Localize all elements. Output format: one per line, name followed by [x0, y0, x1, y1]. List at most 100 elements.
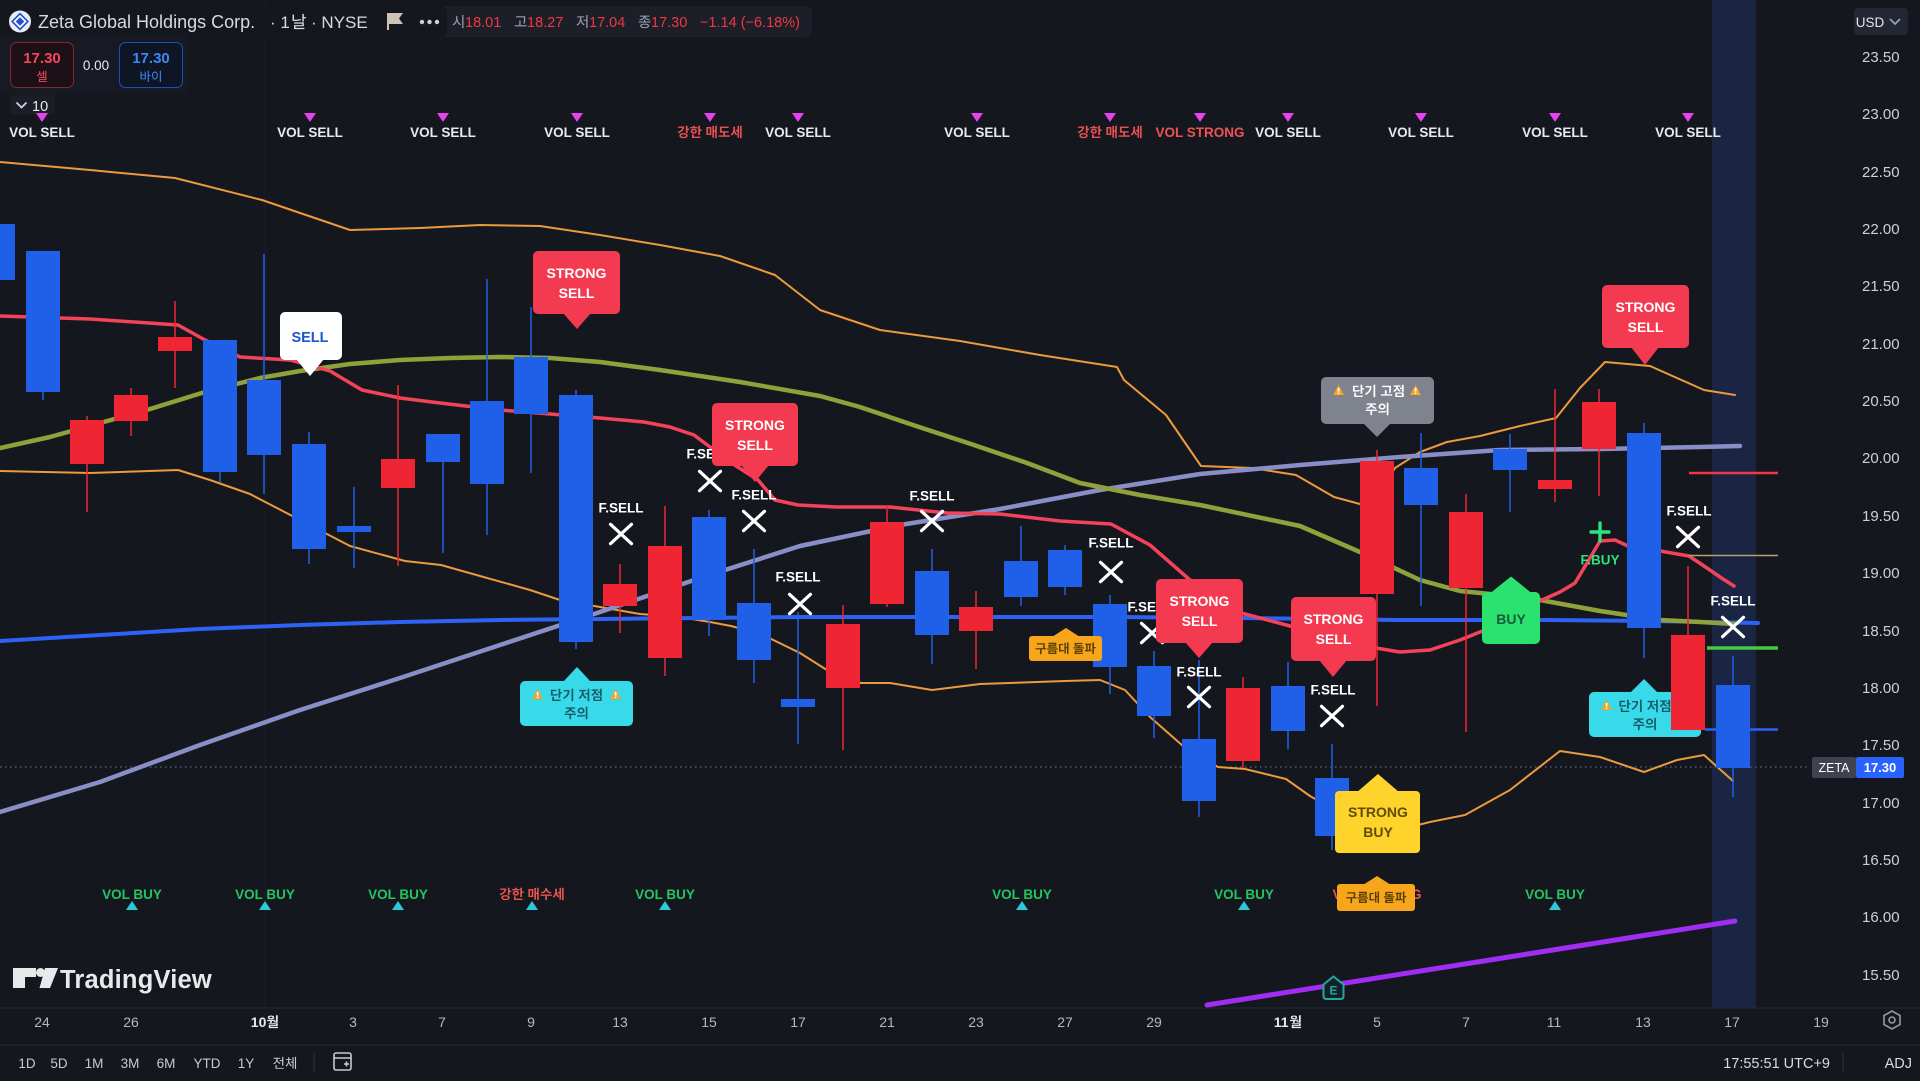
- svg-text:5: 5: [1373, 1014, 1381, 1030]
- svg-text:YTD: YTD: [194, 1056, 221, 1071]
- svg-text:17.30: 17.30: [23, 50, 61, 67]
- svg-text:STRONG: STRONG: [1616, 299, 1676, 315]
- svg-text:VOL BUY: VOL BUY: [1214, 887, 1274, 902]
- svg-text:19.50: 19.50: [1862, 508, 1900, 525]
- svg-text:F.SELL: F.SELL: [909, 489, 954, 504]
- svg-text:F.SELL: F.SELL: [1088, 536, 1133, 551]
- svg-text:VOL BUY: VOL BUY: [235, 887, 295, 902]
- svg-text:10: 10: [32, 99, 48, 115]
- svg-text:VOL SELL: VOL SELL: [944, 125, 1010, 140]
- svg-text:23.00: 23.00: [1862, 106, 1900, 123]
- svg-text:TradingView: TradingView: [60, 966, 212, 994]
- svg-text:F.SELL: F.SELL: [731, 488, 776, 503]
- svg-text:ZETA: ZETA: [1818, 761, 1850, 775]
- svg-text:24: 24: [34, 1014, 50, 1030]
- svg-text:18.00: 18.00: [1862, 680, 1900, 697]
- svg-text:VOL STRONG: VOL STRONG: [1155, 125, 1244, 140]
- svg-text:1Y: 1Y: [238, 1056, 255, 1071]
- svg-text:6M: 6M: [157, 1056, 176, 1071]
- svg-text:F.SELL: F.SELL: [598, 501, 643, 516]
- svg-text:F.SELL: F.SELL: [1310, 683, 1355, 698]
- svg-text:17.30: 17.30: [132, 50, 170, 67]
- svg-text:23.50: 23.50: [1862, 49, 1900, 66]
- svg-text:STRONG: STRONG: [1304, 611, 1364, 627]
- svg-text:1D: 1D: [18, 1056, 36, 1071]
- svg-text:BUY: BUY: [1363, 824, 1393, 840]
- svg-text:3: 3: [349, 1014, 357, 1030]
- svg-text:STRONG: STRONG: [1348, 804, 1408, 820]
- svg-text:VOL SELL: VOL SELL: [9, 125, 75, 140]
- svg-text:VOL SELL: VOL SELL: [544, 125, 610, 140]
- svg-text:· NYSE: · NYSE: [311, 13, 368, 32]
- svg-text:STRONG: STRONG: [1170, 593, 1230, 609]
- svg-text:ADJ: ADJ: [1885, 1056, 1912, 1072]
- svg-text:21.00: 21.00: [1862, 336, 1900, 353]
- svg-text:5D: 5D: [50, 1056, 68, 1071]
- svg-text:VOL BUY: VOL BUY: [992, 887, 1052, 902]
- svg-text:VOL BUY: VOL BUY: [635, 887, 695, 902]
- svg-text:VOL SELL: VOL SELL: [765, 125, 831, 140]
- svg-text:22.00: 22.00: [1862, 221, 1900, 238]
- svg-text:21: 21: [879, 1014, 895, 1030]
- svg-text:E: E: [1329, 984, 1337, 998]
- svg-text:VOL BUY: VOL BUY: [1525, 887, 1585, 902]
- svg-text:STRONG: STRONG: [725, 417, 785, 433]
- svg-text:17.30: 17.30: [1864, 760, 1897, 775]
- svg-text:22.50: 22.50: [1862, 164, 1900, 181]
- svg-text:SELL: SELL: [291, 330, 328, 346]
- svg-text:19.00: 19.00: [1862, 565, 1900, 582]
- svg-text:F.BUY: F.BUY: [1580, 553, 1619, 568]
- svg-text:7: 7: [1462, 1014, 1470, 1030]
- svg-text:20.50: 20.50: [1862, 393, 1900, 410]
- svg-text:18.50: 18.50: [1862, 623, 1900, 640]
- svg-text:10: 10: [251, 1014, 267, 1030]
- svg-text:· 1: · 1: [270, 13, 290, 32]
- svg-text:BUY: BUY: [1496, 611, 1526, 627]
- svg-text:17.04: 17.04: [589, 15, 625, 31]
- svg-text:17.50: 17.50: [1862, 737, 1900, 754]
- svg-text:17.00: 17.00: [1862, 795, 1900, 812]
- svg-text:0.00: 0.00: [83, 58, 109, 73]
- svg-text:VOL SELL: VOL SELL: [277, 125, 343, 140]
- svg-text:SELL: SELL: [1316, 631, 1352, 647]
- svg-text:16.00: 16.00: [1862, 909, 1900, 926]
- svg-text:21.50: 21.50: [1862, 278, 1900, 295]
- svg-text:20.00: 20.00: [1862, 450, 1900, 467]
- svg-text:VOL BUY: VOL BUY: [368, 887, 428, 902]
- svg-text:29: 29: [1146, 1014, 1162, 1030]
- svg-text:F.SELL: F.SELL: [775, 570, 820, 585]
- svg-text:SELL: SELL: [1182, 613, 1218, 629]
- svg-text:11: 11: [1274, 1014, 1289, 1030]
- svg-text:VOL SELL: VOL SELL: [1255, 125, 1321, 140]
- svg-text:−1.14 (−6.18%): −1.14 (−6.18%): [700, 15, 800, 31]
- svg-text:17:55:51 UTC+9: 17:55:51 UTC+9: [1723, 1056, 1830, 1072]
- svg-text:VOL SELL: VOL SELL: [1388, 125, 1454, 140]
- svg-text:15: 15: [701, 1014, 717, 1030]
- svg-text:VOL BUY: VOL BUY: [102, 887, 162, 902]
- svg-text:9: 9: [527, 1014, 535, 1030]
- svg-text:23: 23: [968, 1014, 984, 1030]
- svg-text:15.50: 15.50: [1862, 967, 1900, 984]
- svg-text:SELL: SELL: [1628, 319, 1664, 335]
- svg-text:STRONG: STRONG: [547, 265, 607, 281]
- svg-text:13: 13: [612, 1014, 628, 1030]
- svg-text:SELL: SELL: [737, 437, 773, 453]
- svg-text:17: 17: [790, 1014, 806, 1030]
- svg-text:13: 13: [1635, 1014, 1651, 1030]
- svg-text:1M: 1M: [85, 1056, 104, 1071]
- svg-text:17.30: 17.30: [651, 15, 687, 31]
- svg-text:18.01: 18.01: [465, 15, 501, 31]
- svg-text:7: 7: [438, 1014, 446, 1030]
- svg-text:11: 11: [1547, 1014, 1562, 1030]
- svg-text:VOL SELL: VOL SELL: [410, 125, 476, 140]
- svg-text:Zeta Global Holdings Corp.: Zeta Global Holdings Corp.: [38, 12, 255, 32]
- svg-text:VOL SELL: VOL SELL: [1522, 125, 1588, 140]
- svg-text:16.50: 16.50: [1862, 852, 1900, 869]
- svg-text:19: 19: [1813, 1014, 1829, 1030]
- svg-text:18.27: 18.27: [527, 15, 563, 31]
- svg-text:F.SELL: F.SELL: [1710, 594, 1755, 609]
- svg-text:26: 26: [123, 1014, 139, 1030]
- svg-text:27: 27: [1057, 1014, 1073, 1030]
- svg-text:F.SELL: F.SELL: [1666, 504, 1711, 519]
- svg-text:VOL SELL: VOL SELL: [1655, 125, 1721, 140]
